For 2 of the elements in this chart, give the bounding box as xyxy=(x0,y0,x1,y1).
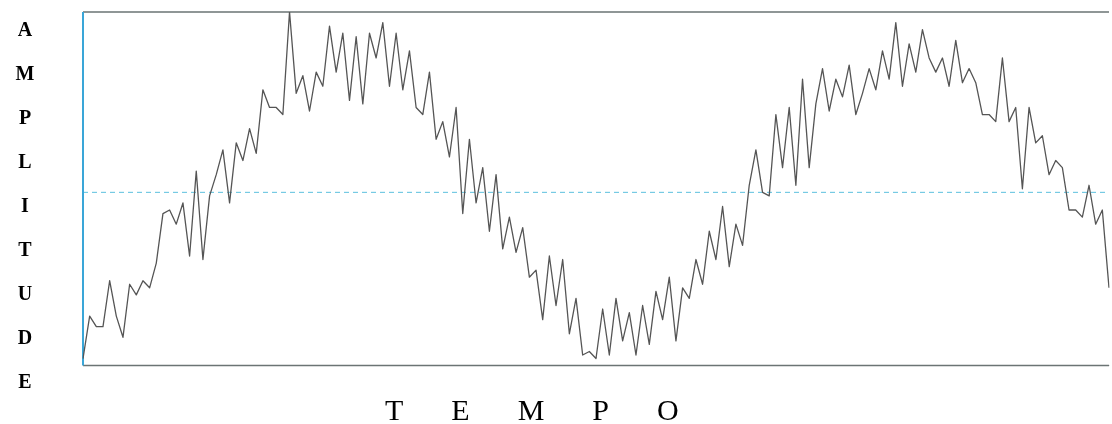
x-axis-title: TEMPO xyxy=(385,393,727,424)
y-axis-title: AMPLITUDE xyxy=(13,18,37,414)
